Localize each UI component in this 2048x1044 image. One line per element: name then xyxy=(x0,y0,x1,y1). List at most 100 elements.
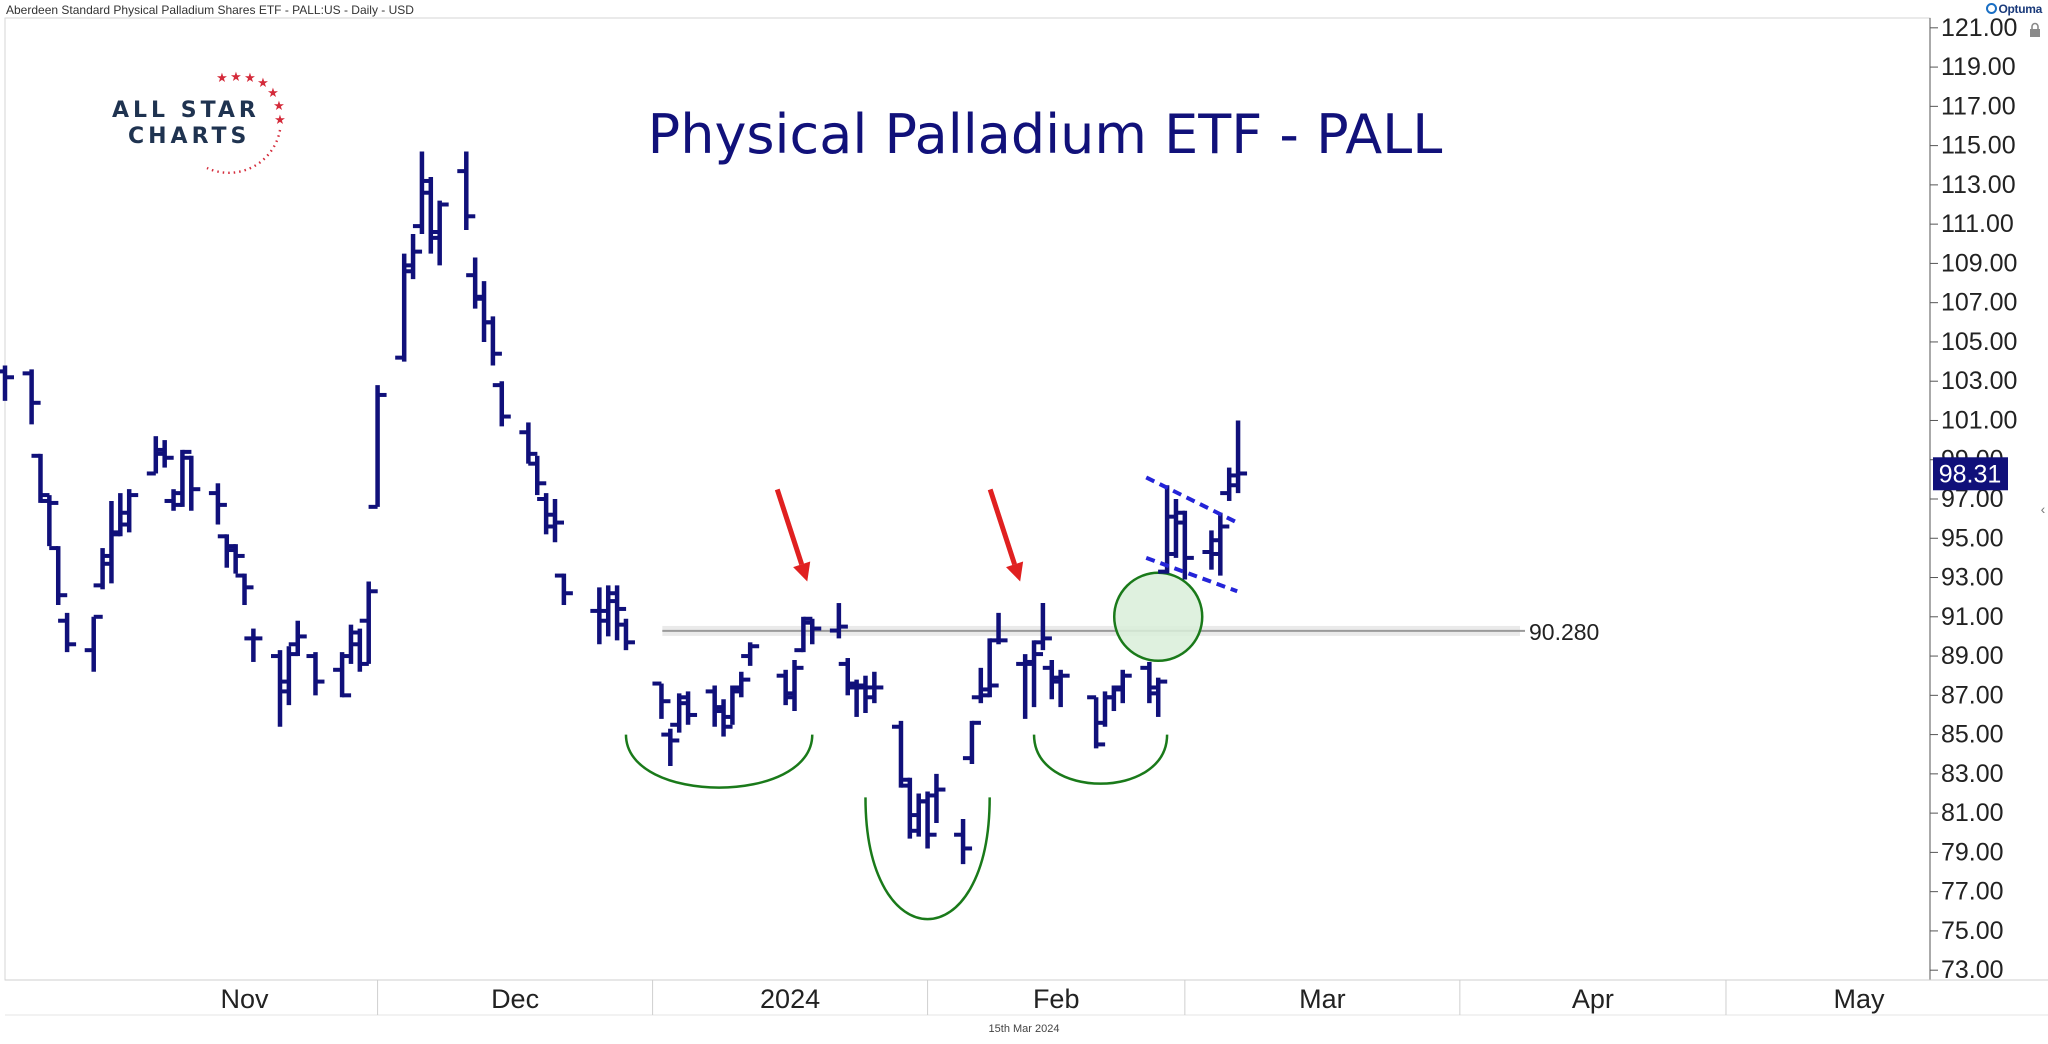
ohlc-bar xyxy=(652,681,671,719)
cup-arcs-group xyxy=(624,734,1169,921)
ohlc-bar xyxy=(40,495,59,547)
cup-arc xyxy=(864,797,991,921)
ohlc-bar xyxy=(616,618,635,651)
ohlc-bar xyxy=(554,573,573,606)
ohlc-bar xyxy=(235,573,254,606)
brand-label: Optuma xyxy=(1986,2,2042,16)
svg-text:★: ★ xyxy=(274,113,286,128)
ohlc-bar xyxy=(865,671,884,704)
ohlc-bar xyxy=(84,614,103,672)
ohlc-bar xyxy=(803,618,822,645)
y-tick-label: 119.00 xyxy=(1941,53,2016,81)
x-tick-label: Apr xyxy=(1572,984,1614,1014)
ohlc-bar xyxy=(546,499,564,543)
ohlc-bar xyxy=(49,546,68,606)
support-line-group: 90.280 xyxy=(662,619,1599,645)
y-axis: 73.0075.0077.0079.0081.0083.0085.0087.00… xyxy=(1929,14,2017,984)
y-tick-label: 109.00 xyxy=(1941,249,2017,277)
svg-text:★: ★ xyxy=(244,71,256,86)
ohlc-bar xyxy=(1113,669,1132,704)
red-arrow xyxy=(987,488,1024,582)
ohlc-bar xyxy=(306,652,325,696)
ohlc-bar xyxy=(927,773,946,823)
ohlc-bar xyxy=(989,612,1008,645)
y-tick-label: 103.00 xyxy=(1941,367,2017,395)
ohlc-bar xyxy=(288,620,307,657)
flag-lines-group xyxy=(1145,475,1239,594)
ohlc-bar xyxy=(608,585,627,641)
all-star-charts-logo: ★ ★ ★ ★ ★ ★ ★ ALL STAR CHARTS xyxy=(112,70,312,180)
ohlc-bar xyxy=(226,544,245,574)
svg-text:★: ★ xyxy=(230,70,242,85)
lock-icon[interactable] xyxy=(2028,22,2042,38)
ohlc-bar xyxy=(1211,512,1230,576)
last-price-tag xyxy=(1933,457,2008,491)
y-tick-label: 107.00 xyxy=(1941,289,2017,317)
ohlc-bar xyxy=(208,483,227,525)
y-tick-label: 117.00 xyxy=(1941,92,2016,120)
ohlc-bar xyxy=(1051,669,1070,708)
y-tick-label: 121.00 xyxy=(1941,14,2017,42)
ohlc-bar xyxy=(492,381,511,427)
x-axis: Nov Dec 2024 Feb Mar Apr May xyxy=(5,979,2048,1016)
y-tick-label: 81.00 xyxy=(1941,799,2004,827)
ohlc-bar xyxy=(1025,640,1044,708)
collapse-panel-icon[interactable]: ‹ xyxy=(2040,501,2046,517)
ohlc-bar xyxy=(785,659,804,712)
instrument-header: Aberdeen Standard Physical Palladium Sha… xyxy=(6,3,414,17)
ohlc-bar xyxy=(1229,420,1248,494)
x-tick-label: 2024 xyxy=(760,984,820,1014)
last-price-label: 98.31 xyxy=(1939,460,2002,488)
x-tick-label: Nov xyxy=(221,984,270,1014)
ohlc-bar xyxy=(120,489,139,533)
flag-line xyxy=(1145,475,1239,525)
red-arrow xyxy=(774,488,811,582)
brand-text: Optuma xyxy=(1998,2,2042,16)
y-tick-label: 95.00 xyxy=(1941,524,2004,552)
arrow-shaft xyxy=(987,488,1017,566)
y-tick-label: 77.00 xyxy=(1941,878,2004,906)
ohlc-bar xyxy=(58,612,77,653)
y-tick-label: 101.00 xyxy=(1941,406,2017,434)
ohlc-bar xyxy=(1149,677,1168,717)
y-tick-label: 105.00 xyxy=(1941,328,2017,356)
footer-date: 15th Mar 2024 xyxy=(988,1023,1060,1035)
cup-arc xyxy=(624,734,814,789)
arrow-shaft xyxy=(774,488,805,566)
ohlc-bar xyxy=(457,151,476,231)
ohlc-bar xyxy=(741,642,760,666)
x-tick-label: Dec xyxy=(491,984,539,1014)
arrow-head xyxy=(1006,561,1024,582)
flag-line xyxy=(1145,556,1238,594)
breakout-circle-group xyxy=(1112,571,1204,663)
y-tick-label: 79.00 xyxy=(1941,838,2004,866)
ohlc-bar xyxy=(829,603,848,639)
x-tick-label: Mar xyxy=(1299,984,1346,1014)
cup-arc xyxy=(1032,734,1169,785)
ohlc-bar xyxy=(679,691,698,725)
y-tick-label: 93.00 xyxy=(1941,564,2004,592)
x-tick-label: May xyxy=(1834,984,1886,1014)
svg-text:★: ★ xyxy=(267,86,279,101)
x-tick-label: Feb xyxy=(1033,984,1080,1014)
ohlc-bar xyxy=(244,628,263,662)
y-tick-label: 111.00 xyxy=(1941,210,2014,238)
ohlc-bar xyxy=(22,369,41,425)
ohlc-bar xyxy=(182,455,201,511)
svg-text:★: ★ xyxy=(216,71,228,86)
ohlc-bar xyxy=(333,652,352,698)
ohlc-bar xyxy=(980,638,999,698)
ohlc-bar xyxy=(732,671,751,698)
ohlc-bars-group xyxy=(0,151,1248,865)
ohlc-bar xyxy=(661,728,680,767)
y-tick-label: 91.00 xyxy=(1941,603,2004,631)
arrow-head xyxy=(793,561,811,582)
arrows-group xyxy=(774,488,1024,582)
ohlc-bar xyxy=(1175,510,1194,580)
ohlc-bar xyxy=(918,791,937,849)
ohlc-bar xyxy=(954,819,973,865)
y-tick-label: 83.00 xyxy=(1941,760,2004,788)
ohlc-bar xyxy=(528,455,547,496)
y-tick-label: 115.00 xyxy=(1941,132,2016,160)
